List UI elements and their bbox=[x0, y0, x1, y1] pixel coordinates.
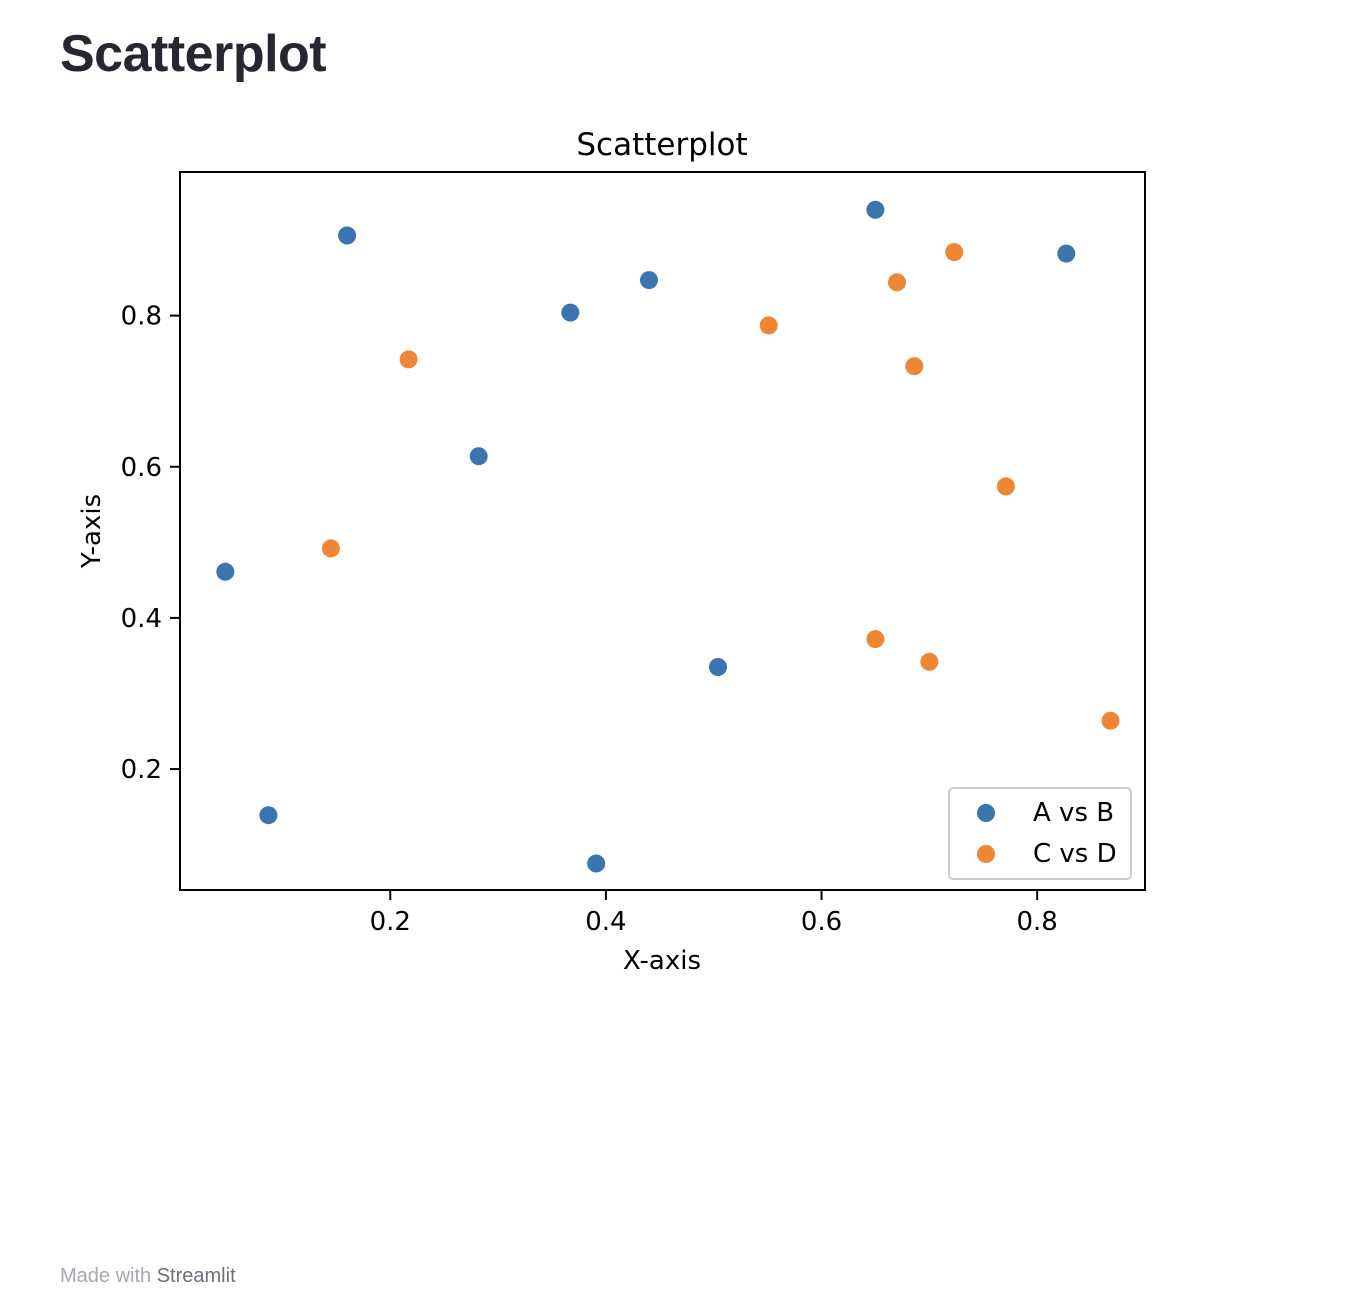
scatter-point-series-2-10 bbox=[1101, 711, 1120, 730]
scatter-point-series-1-1 bbox=[216, 562, 235, 581]
x-axis-ticks: 0.2 0.4 0.6 0.8 bbox=[370, 890, 1058, 937]
points-layer bbox=[216, 200, 1120, 873]
x-tick-label-4: 0.8 bbox=[1016, 907, 1057, 937]
x-tick-label-2: 0.4 bbox=[585, 907, 626, 937]
scatter-point-series-2-2 bbox=[399, 350, 418, 369]
y-tick-label-3: 0.6 bbox=[121, 453, 162, 483]
legend-label-a-vs-b: A vs B bbox=[1033, 798, 1114, 828]
scatter-point-series-2-9 bbox=[996, 477, 1015, 496]
y-axis-ticks: 0.2 0.4 0.6 0.8 bbox=[121, 302, 180, 785]
scatter-point-series-1-9 bbox=[866, 200, 885, 219]
scatter-point-series-2-8 bbox=[945, 243, 964, 262]
scatter-point-series-1-3 bbox=[338, 226, 357, 245]
scatter-point-series-2-1 bbox=[321, 539, 340, 558]
plot-area-frame bbox=[179, 171, 1146, 891]
scatter-point-series-1-2 bbox=[259, 806, 278, 825]
footer-prefix: Made with bbox=[60, 1265, 152, 1287]
scatter-point-series-2-4 bbox=[866, 630, 885, 649]
scatterplot-figure: Scatterplot 0.2 0.4 0.6 0.8 0.2 0.4 0.6 0.8 X-… bbox=[60, 110, 1190, 990]
chart-title: Scatterplot bbox=[576, 127, 747, 163]
scatter-point-series-2-5 bbox=[888, 273, 906, 292]
scatter-point-series-2-6 bbox=[905, 357, 924, 376]
scatter-point-series-1-10 bbox=[1057, 244, 1076, 263]
y-axis-label: Y-axis bbox=[77, 494, 107, 569]
legend-marker-c-vs-d bbox=[977, 845, 995, 863]
scatter-point-series-1-7 bbox=[640, 271, 658, 290]
scatterplot-chart: Scatterplot 0.2 0.4 0.6 0.8 0.2 0.4 0.6 0.8 X-… bbox=[77, 127, 1146, 976]
y-tick-label-1: 0.2 bbox=[121, 755, 162, 785]
scatter-point-series-1-6 bbox=[587, 854, 606, 873]
scatter-point-series-2-7 bbox=[920, 652, 939, 671]
streamlit-link[interactable]: Streamlit bbox=[156, 1265, 236, 1287]
scatter-point-series-1-8 bbox=[709, 658, 727, 676]
x-axis-label: X-axis bbox=[623, 946, 701, 976]
y-tick-label-2: 0.4 bbox=[121, 604, 162, 634]
legend: A vs B C vs D bbox=[948, 787, 1132, 880]
x-tick-label-3: 0.6 bbox=[801, 907, 842, 937]
legend-label-c-vs-d: C vs D bbox=[1033, 839, 1117, 869]
scatter-point-series-1-4 bbox=[469, 447, 488, 466]
footer: Made with Streamlit bbox=[60, 1263, 236, 1289]
y-tick-label-4: 0.8 bbox=[121, 302, 162, 332]
x-tick-label-1: 0.2 bbox=[370, 907, 411, 937]
scatter-point-series-1-5 bbox=[561, 303, 580, 322]
scatter-point-series-2-3 bbox=[759, 316, 778, 335]
page-title: Scatterplot bbox=[60, 25, 327, 83]
legend-marker-a-vs-b bbox=[977, 804, 995, 822]
